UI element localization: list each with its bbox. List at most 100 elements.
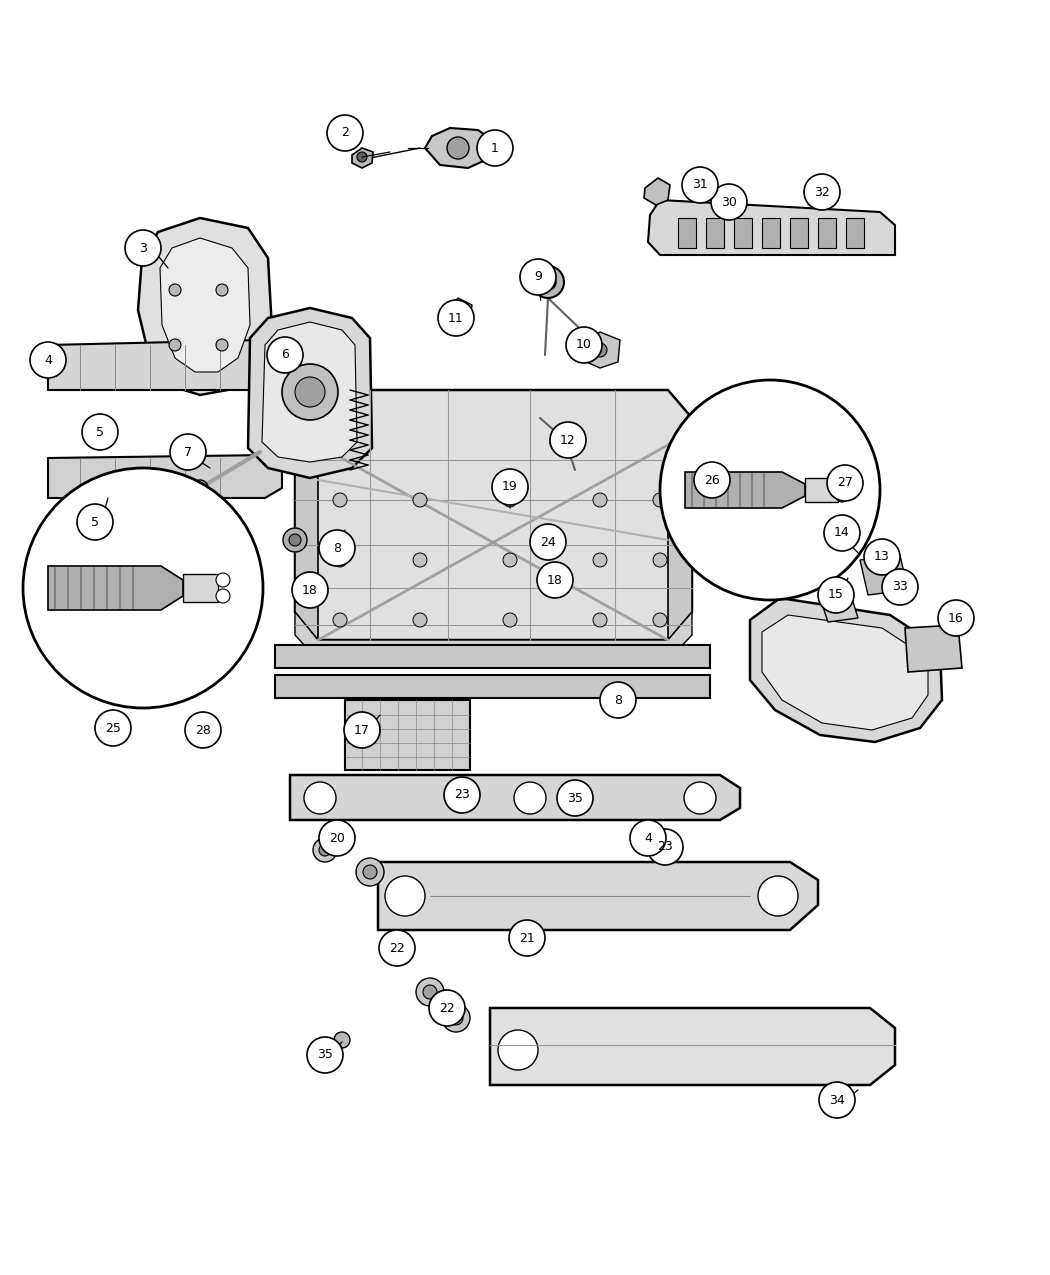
Circle shape [566, 326, 602, 363]
Text: 1: 1 [491, 142, 499, 154]
Polygon shape [860, 555, 908, 595]
Polygon shape [905, 625, 962, 672]
Text: 5: 5 [96, 426, 104, 439]
Polygon shape [295, 612, 692, 660]
Circle shape [503, 613, 517, 627]
Text: 8: 8 [614, 694, 622, 706]
Polygon shape [295, 390, 692, 640]
Circle shape [169, 339, 181, 351]
Circle shape [593, 613, 607, 627]
Polygon shape [183, 574, 218, 602]
Circle shape [638, 827, 658, 848]
Polygon shape [160, 238, 250, 372]
Text: 4: 4 [644, 831, 652, 844]
Text: 34: 34 [830, 1094, 845, 1107]
Polygon shape [248, 309, 372, 478]
Circle shape [593, 343, 607, 357]
Text: 3: 3 [139, 241, 147, 255]
Circle shape [630, 820, 666, 856]
Circle shape [438, 300, 474, 337]
Text: 22: 22 [439, 1001, 455, 1015]
Polygon shape [685, 472, 805, 507]
Polygon shape [750, 598, 942, 742]
Text: 7: 7 [184, 445, 192, 459]
Polygon shape [448, 298, 472, 326]
Circle shape [824, 515, 860, 551]
Circle shape [319, 530, 355, 566]
Circle shape [550, 422, 586, 458]
Polygon shape [352, 148, 373, 168]
Polygon shape [818, 218, 836, 249]
Circle shape [600, 682, 636, 718]
Circle shape [333, 493, 347, 507]
Polygon shape [762, 615, 928, 731]
Polygon shape [668, 418, 692, 640]
Text: 18: 18 [302, 584, 318, 597]
Circle shape [267, 337, 303, 374]
Polygon shape [48, 455, 282, 499]
Polygon shape [290, 775, 740, 820]
Circle shape [882, 569, 918, 606]
Circle shape [520, 259, 556, 295]
Circle shape [169, 284, 181, 296]
Text: 5: 5 [91, 515, 99, 529]
Polygon shape [490, 1009, 895, 1085]
Circle shape [660, 380, 880, 601]
Circle shape [363, 864, 377, 878]
Text: 16: 16 [948, 612, 964, 625]
Circle shape [356, 858, 384, 886]
Circle shape [319, 844, 331, 856]
Text: 18: 18 [547, 574, 563, 586]
Text: 19: 19 [502, 481, 518, 493]
Circle shape [477, 130, 513, 166]
Circle shape [379, 929, 415, 966]
Circle shape [498, 1030, 538, 1070]
Circle shape [344, 711, 380, 748]
Circle shape [304, 782, 336, 813]
Polygon shape [846, 218, 864, 249]
Circle shape [503, 493, 517, 507]
Circle shape [682, 167, 718, 203]
Text: 22: 22 [390, 941, 405, 955]
Circle shape [694, 462, 730, 499]
Circle shape [818, 578, 854, 613]
Polygon shape [582, 332, 620, 368]
Text: 14: 14 [834, 527, 849, 539]
Polygon shape [138, 218, 272, 395]
Circle shape [334, 1031, 350, 1048]
Text: 9: 9 [534, 270, 542, 283]
Circle shape [653, 553, 667, 567]
Circle shape [216, 572, 230, 586]
Polygon shape [648, 200, 895, 255]
Polygon shape [345, 700, 470, 770]
Text: 23: 23 [657, 840, 673, 853]
Circle shape [758, 876, 798, 915]
Circle shape [653, 613, 667, 627]
Polygon shape [295, 418, 318, 640]
Circle shape [444, 776, 480, 813]
Circle shape [413, 613, 427, 627]
Text: 10: 10 [576, 338, 592, 352]
Circle shape [413, 553, 427, 567]
Circle shape [282, 363, 338, 419]
Circle shape [540, 274, 557, 289]
Text: 30: 30 [721, 195, 737, 209]
Circle shape [23, 468, 262, 708]
Circle shape [447, 136, 469, 159]
Polygon shape [706, 218, 724, 249]
Polygon shape [48, 566, 183, 609]
Circle shape [216, 589, 230, 603]
Circle shape [567, 792, 583, 808]
Text: 21: 21 [519, 932, 534, 945]
Polygon shape [734, 218, 752, 249]
Text: 35: 35 [317, 1048, 333, 1062]
Polygon shape [644, 179, 670, 205]
Polygon shape [820, 592, 858, 622]
Polygon shape [762, 218, 780, 249]
Polygon shape [378, 862, 818, 929]
Circle shape [647, 829, 682, 864]
Circle shape [357, 152, 367, 162]
Circle shape [593, 493, 607, 507]
Circle shape [653, 493, 667, 507]
Circle shape [449, 1011, 463, 1025]
